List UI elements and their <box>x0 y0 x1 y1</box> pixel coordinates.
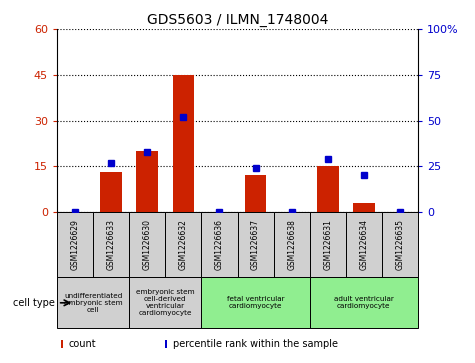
Bar <box>57 277 129 328</box>
Bar <box>317 166 339 212</box>
Bar <box>238 212 274 277</box>
Text: GSM1226636: GSM1226636 <box>215 219 224 270</box>
Bar <box>245 175 266 212</box>
Text: GSM1226637: GSM1226637 <box>251 219 260 270</box>
Bar <box>100 172 122 212</box>
Text: fetal ventricular
cardiomyocyte: fetal ventricular cardiomyocyte <box>227 296 285 309</box>
Bar <box>274 212 310 277</box>
Text: embryonic stem
cell-derived
ventricular
cardiomyocyte: embryonic stem cell-derived ventricular … <box>136 289 195 316</box>
Text: adult ventricular
cardiomyocyte: adult ventricular cardiomyocyte <box>334 296 394 309</box>
Text: GSM1226635: GSM1226635 <box>396 219 404 270</box>
Text: GSM1226632: GSM1226632 <box>179 219 188 270</box>
Text: undifferentiated
embryonic stem
cell: undifferentiated embryonic stem cell <box>64 293 123 313</box>
Text: count: count <box>68 339 96 349</box>
Bar <box>165 340 168 348</box>
Bar <box>201 277 310 328</box>
Text: GSM1226631: GSM1226631 <box>323 219 332 270</box>
Text: GSM1226634: GSM1226634 <box>360 219 368 270</box>
Bar <box>353 203 375 212</box>
Text: cell type: cell type <box>13 298 55 308</box>
Title: GDS5603 / ILMN_1748004: GDS5603 / ILMN_1748004 <box>147 13 328 26</box>
Text: GSM1226638: GSM1226638 <box>287 219 296 270</box>
Bar <box>201 212 238 277</box>
Bar <box>136 151 158 212</box>
Text: GSM1226630: GSM1226630 <box>143 219 152 270</box>
Bar <box>93 212 129 277</box>
Text: GSM1226629: GSM1226629 <box>71 219 79 270</box>
Bar <box>165 212 201 277</box>
Bar <box>310 277 418 328</box>
Bar <box>129 277 201 328</box>
Bar <box>172 75 194 212</box>
Bar <box>129 212 165 277</box>
Text: GSM1226633: GSM1226633 <box>107 219 115 270</box>
Bar <box>346 212 382 277</box>
Bar <box>382 212 418 277</box>
Bar <box>57 212 93 277</box>
Text: percentile rank within the sample: percentile rank within the sample <box>173 339 338 349</box>
Bar <box>310 212 346 277</box>
Bar <box>61 340 63 348</box>
